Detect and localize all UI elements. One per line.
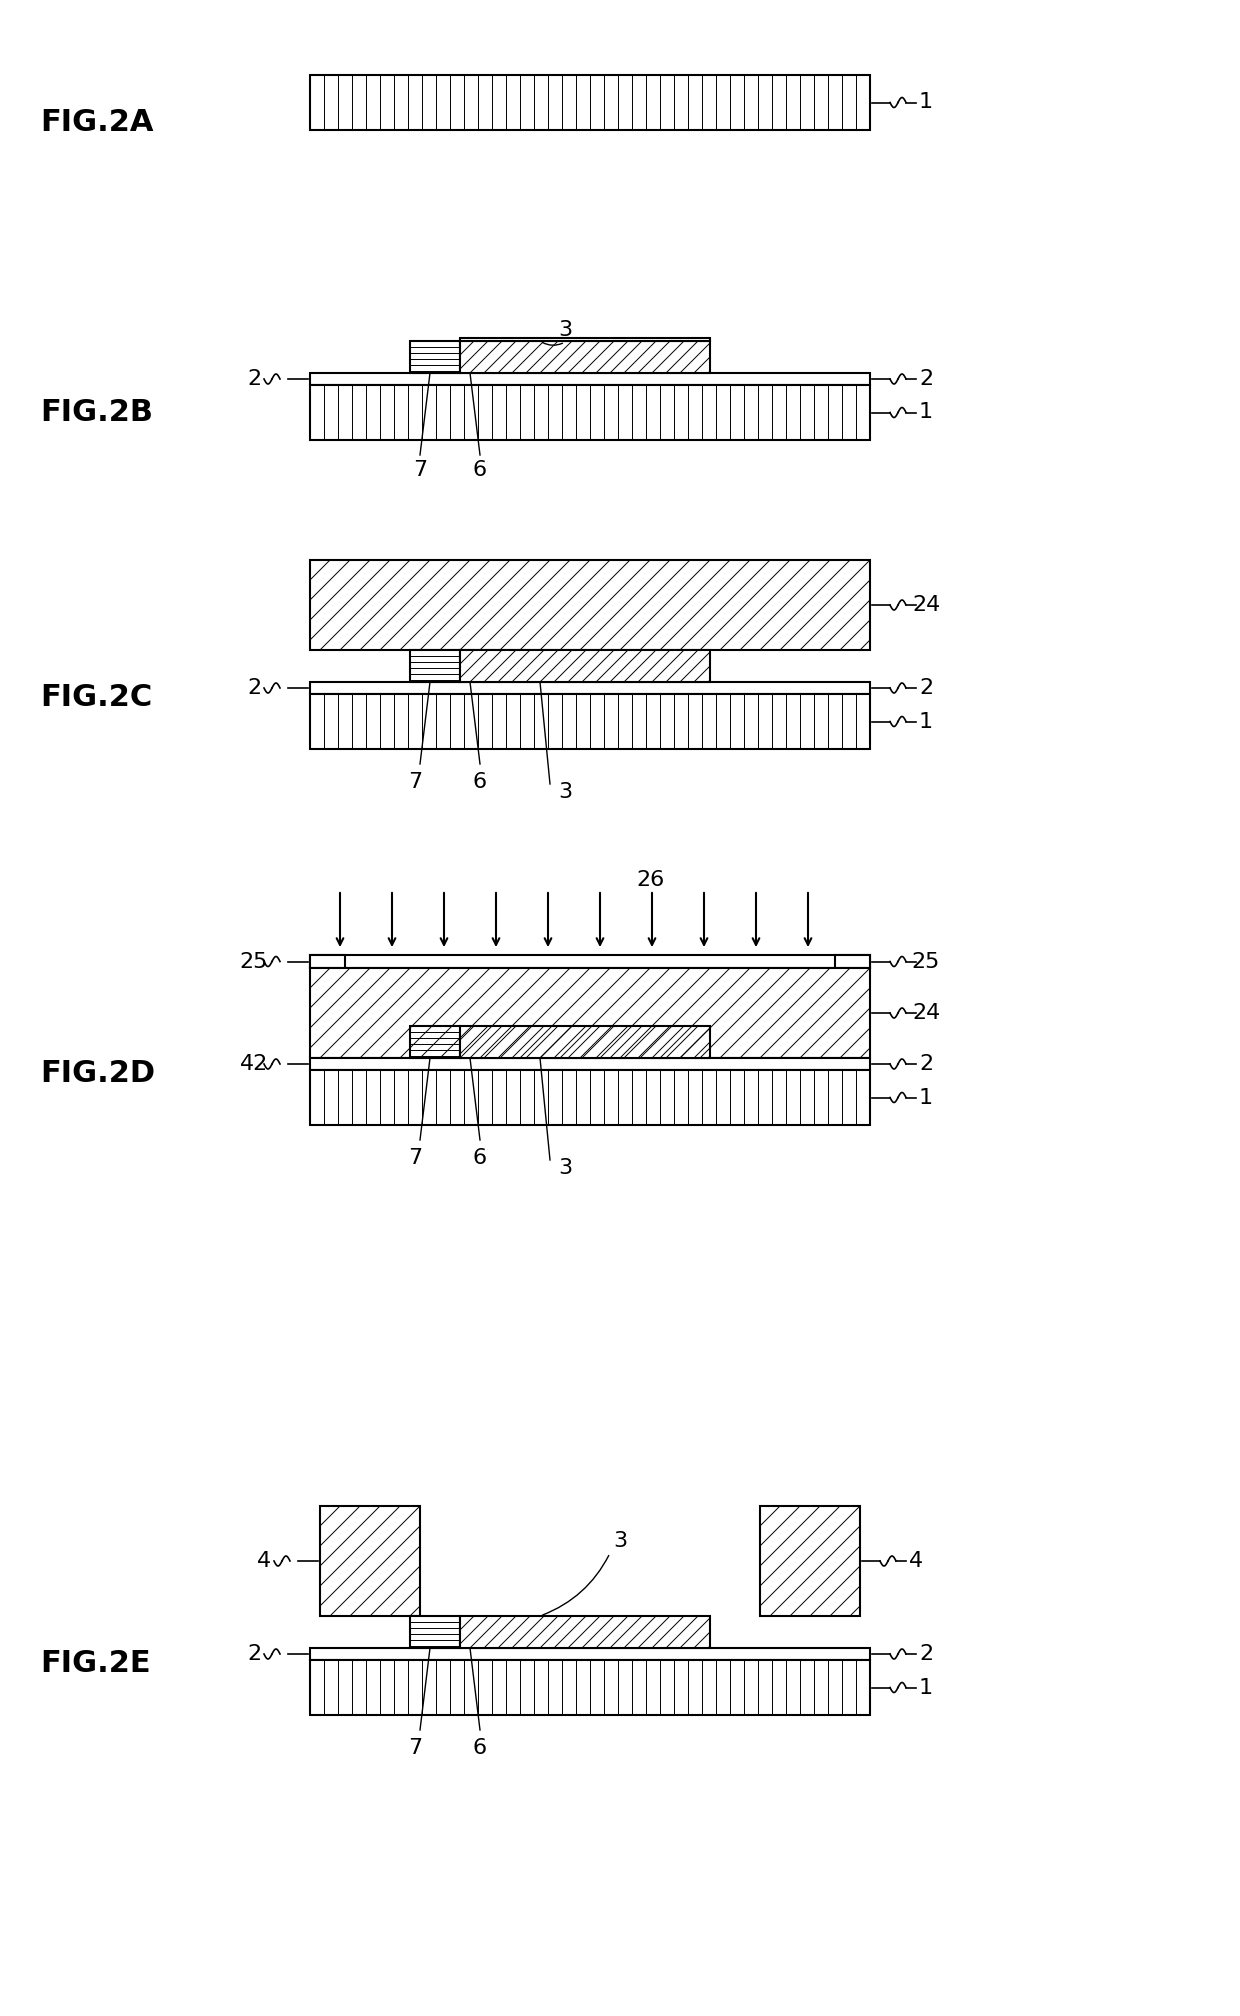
Text: 2: 2 — [919, 1643, 932, 1663]
Bar — [310, 681, 870, 694]
Text: 26: 26 — [636, 871, 665, 889]
Text: 3: 3 — [558, 321, 572, 341]
Text: 2: 2 — [919, 1054, 932, 1075]
Text: 2: 2 — [247, 369, 262, 389]
Text: 24: 24 — [911, 1004, 940, 1022]
Bar — [460, 649, 711, 681]
Bar — [410, 341, 460, 373]
Bar — [310, 373, 870, 385]
Text: 1: 1 — [919, 93, 932, 113]
Text: 25: 25 — [911, 952, 940, 972]
Text: 1: 1 — [919, 712, 932, 732]
Text: 6: 6 — [472, 772, 487, 792]
Bar — [410, 1617, 460, 1647]
Text: 3: 3 — [558, 1157, 572, 1177]
Text: 7: 7 — [408, 1147, 422, 1167]
Bar — [310, 956, 870, 968]
Text: 4: 4 — [257, 1550, 272, 1570]
Bar — [410, 649, 460, 681]
Bar — [310, 1659, 870, 1716]
Bar — [310, 385, 870, 439]
Text: 3: 3 — [613, 1530, 627, 1550]
Text: 7: 7 — [408, 1738, 422, 1758]
Text: 7: 7 — [408, 772, 422, 792]
Text: FIG.2B: FIG.2B — [40, 397, 153, 427]
Text: 1: 1 — [919, 403, 932, 423]
Text: 6: 6 — [472, 460, 487, 480]
Bar — [460, 339, 711, 341]
Text: 2: 2 — [247, 677, 262, 698]
Bar — [835, 956, 870, 968]
Text: 2: 2 — [919, 369, 932, 389]
Text: 6: 6 — [472, 1147, 487, 1167]
Bar — [760, 1506, 861, 1617]
Text: 4: 4 — [909, 1550, 923, 1570]
Text: 42: 42 — [239, 1054, 268, 1075]
Text: 3: 3 — [558, 782, 572, 802]
Text: 2: 2 — [247, 1643, 262, 1663]
Bar — [460, 1026, 711, 1058]
Text: 6: 6 — [472, 1738, 487, 1758]
Text: FIG.2E: FIG.2E — [40, 1649, 150, 1679]
Bar — [320, 1506, 420, 1617]
Bar — [460, 1617, 711, 1647]
Text: 24: 24 — [911, 595, 940, 615]
Text: 25: 25 — [239, 952, 268, 972]
Text: FIG.2A: FIG.2A — [40, 109, 154, 137]
Bar — [310, 968, 870, 1058]
Text: 1: 1 — [919, 1087, 932, 1107]
Text: 1: 1 — [919, 1677, 932, 1697]
Bar — [310, 956, 345, 968]
Bar — [310, 694, 870, 750]
Bar — [310, 560, 870, 649]
Text: 2: 2 — [919, 677, 932, 698]
Bar — [410, 1026, 460, 1058]
Bar — [310, 1058, 870, 1070]
Bar — [310, 75, 870, 129]
Text: 7: 7 — [413, 460, 427, 480]
Text: FIG.2C: FIG.2C — [40, 683, 153, 712]
Text: FIG.2D: FIG.2D — [40, 1060, 155, 1089]
Bar — [460, 341, 711, 373]
Bar — [310, 1070, 870, 1125]
Bar — [310, 1647, 870, 1659]
